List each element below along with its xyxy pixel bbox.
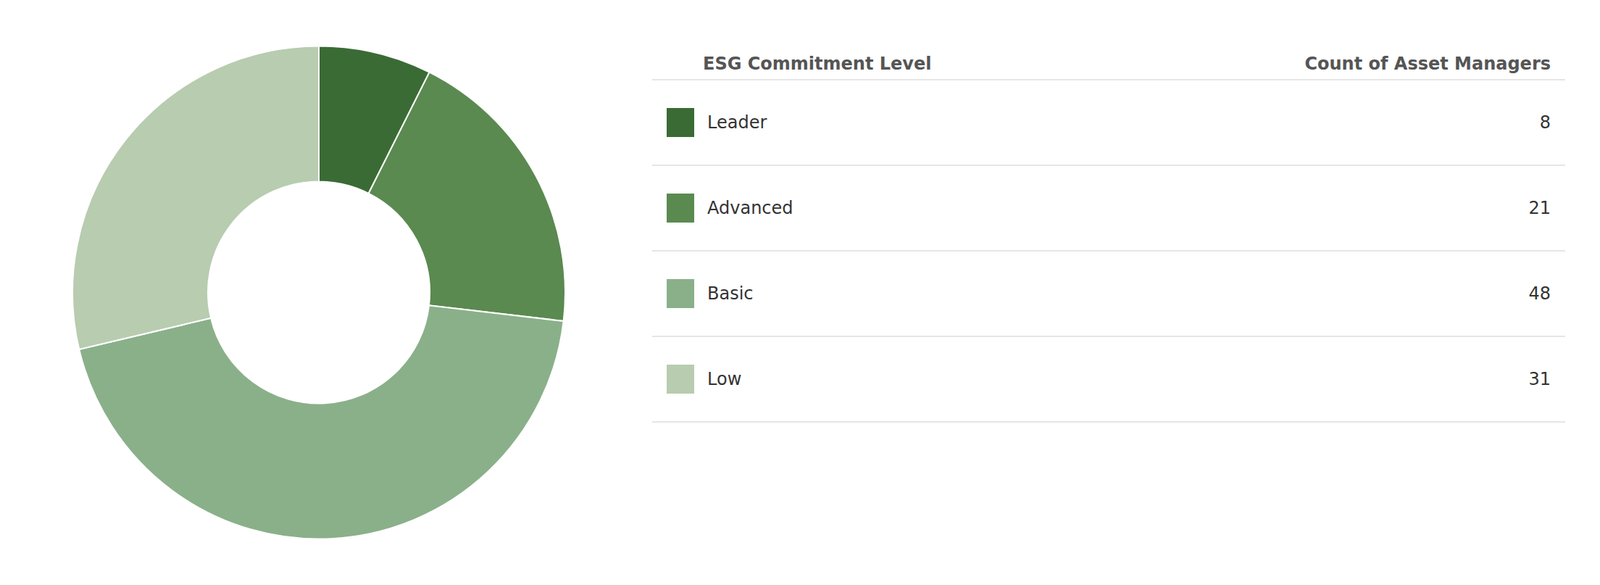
legend-value: 48: [1528, 283, 1551, 304]
legend-separator: [652, 421, 1566, 423]
legend-header: Count of Asset Managers: [1304, 53, 1551, 74]
donut-slice: [368, 72, 566, 322]
donut: [72, 46, 566, 540]
chart-container: ESG Commitment Level Count of Asset Manag…: [0, 0, 1600, 585]
legend-value: 8: [1539, 112, 1551, 133]
legend-label: Basic: [707, 283, 754, 304]
legend: ESG Commitment Level Count of Asset Manag…: [652, 53, 1566, 422]
legend-swatch: [666, 107, 695, 137]
donut-slice: [72, 46, 319, 350]
legend-swatch: [666, 193, 695, 223]
legend-header: ESG Commitment Level: [702, 53, 932, 74]
legend-separator: [652, 79, 1566, 81]
legend-separator: [652, 165, 1566, 166]
legend-value: 31: [1528, 368, 1551, 390]
donut-slice: [78, 305, 564, 539]
chart: ESG Commitment Level Count of Asset Manag…: [0, 0, 1600, 585]
legend-swatch: [666, 364, 695, 394]
legend-separator: [652, 250, 1566, 252]
legend-label: Leader: [707, 112, 767, 133]
legend-swatch: [666, 278, 695, 308]
legend-label: Low: [707, 368, 742, 390]
legend-separator: [652, 336, 1566, 337]
legend-label: Advanced: [707, 197, 794, 219]
legend-value: 21: [1528, 197, 1551, 219]
